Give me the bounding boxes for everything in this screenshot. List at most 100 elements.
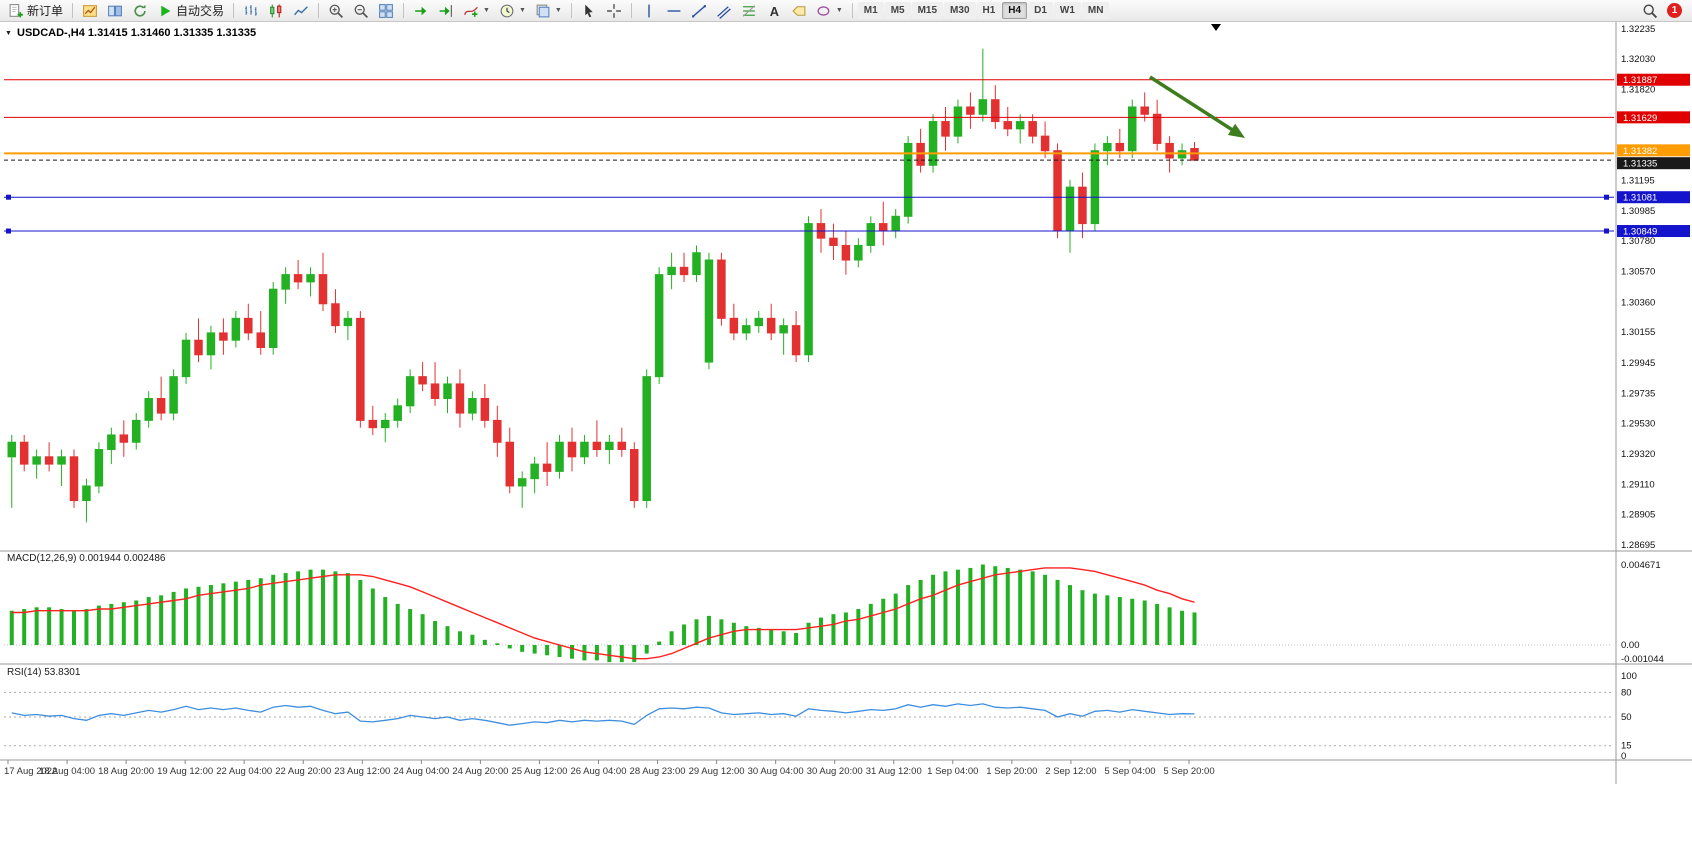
timeframe-m5[interactable]: M5 xyxy=(884,2,911,19)
toolbar-separator xyxy=(851,3,853,18)
shapes-tool-button[interactable]: ▼ xyxy=(812,1,847,20)
candlestick-chart-button[interactable] xyxy=(264,1,288,20)
fibonacci-tool-button[interactable] xyxy=(737,1,761,20)
line-chart-button[interactable] xyxy=(289,1,313,20)
tile-windows-button[interactable] xyxy=(374,1,398,20)
templates-button[interactable]: ▼ xyxy=(531,1,566,20)
timeframe-m1[interactable]: M1 xyxy=(857,2,884,19)
macd-histogram-bar xyxy=(358,579,363,645)
vertical-line-tool-button[interactable] xyxy=(637,1,661,20)
candle-body xyxy=(244,317,253,334)
zoom-out-icon xyxy=(354,4,369,18)
horizontal-line-tool-button[interactable] xyxy=(662,1,686,20)
text-label-tool-button[interactable] xyxy=(787,1,811,20)
candle-body xyxy=(181,339,191,378)
candle-body xyxy=(493,419,502,443)
macd-histogram-bar xyxy=(719,619,724,645)
price-axis-label: 1.31195 xyxy=(1621,176,1655,187)
one-click-trading-toggle[interactable]: ▼ xyxy=(5,30,12,37)
macd-histogram-bar xyxy=(134,600,139,645)
time-axis-label: 2 Sep 12:00 xyxy=(1045,766,1096,777)
crosshair-button[interactable] xyxy=(602,1,626,20)
macd-histogram-bar xyxy=(84,609,89,645)
new-order-button[interactable]: 新订单 xyxy=(4,1,67,20)
candle-body xyxy=(941,121,950,137)
candle-body xyxy=(107,434,116,451)
chart-shift-marker[interactable] xyxy=(1211,24,1221,31)
autoscroll-button[interactable] xyxy=(409,1,433,20)
line-chart-icon xyxy=(294,5,308,15)
candle-body xyxy=(144,398,153,421)
candle-body xyxy=(854,244,863,261)
macd-histogram-bar xyxy=(271,574,276,645)
trend-arrow-head[interactable] xyxy=(1227,123,1245,138)
macd-histogram-bar xyxy=(333,571,338,645)
bar-chart-button[interactable] xyxy=(239,1,263,20)
timeframe-h4[interactable]: H4 xyxy=(1002,2,1028,19)
profiles-button[interactable] xyxy=(103,1,127,20)
toolbar-separator xyxy=(318,3,320,18)
candle-body xyxy=(44,456,54,465)
cursor-button[interactable] xyxy=(577,1,601,20)
new-order-icon xyxy=(9,3,23,17)
channel-tool-button[interactable] xyxy=(712,1,736,20)
macd-histogram-bar xyxy=(819,617,823,645)
candle-body xyxy=(219,332,228,341)
chart-canvas[interactable]: 1.32235 1.32030 1.31820 1.31195 1.30985 1.307… xyxy=(0,22,1692,846)
line-handle[interactable] xyxy=(1604,228,1609,234)
timeframe-mn[interactable]: MN xyxy=(1081,2,1110,19)
macd-histogram-bar xyxy=(731,622,736,645)
zoom-in-button[interactable] xyxy=(324,1,348,20)
time-axis-label: 30 Aug 20:00 xyxy=(807,766,863,777)
macd-histogram-bar xyxy=(457,631,462,645)
line-handle[interactable] xyxy=(6,194,11,200)
timeframe-m15[interactable]: M15 xyxy=(911,2,944,19)
candle-body xyxy=(517,478,527,487)
line-handle[interactable] xyxy=(6,228,11,234)
macd-histogram-bar xyxy=(955,569,960,645)
macd-histogram-bar xyxy=(171,591,176,645)
timeframe-h1[interactable]: H1 xyxy=(976,2,1002,19)
zoom-in-icon xyxy=(329,4,344,18)
macd-histogram-bar xyxy=(594,645,599,661)
timeframe-m30[interactable]: M30 xyxy=(944,2,976,19)
macd-histogram-bar xyxy=(1142,600,1147,645)
macd-histogram-bar xyxy=(72,610,76,645)
indicators-button[interactable]: ▼ xyxy=(459,1,494,20)
toolbar-separator xyxy=(570,3,572,18)
trend-arrow-line[interactable] xyxy=(1149,75,1236,133)
trendline-tool-button[interactable] xyxy=(687,1,711,20)
refresh-button[interactable] xyxy=(128,1,152,20)
macd-histogram-bar xyxy=(482,639,487,645)
chart-shift-button[interactable] xyxy=(434,1,458,20)
notification-badge[interactable]: 1 xyxy=(1667,3,1682,18)
time-axis-label: 31 Aug 12:00 xyxy=(866,766,922,777)
candle-body xyxy=(1053,150,1062,232)
candle-body xyxy=(1177,150,1187,159)
autotrading-button[interactable]: 自动交易 xyxy=(153,1,228,20)
macd-histogram-bar xyxy=(582,645,587,661)
candle-body xyxy=(268,288,278,348)
zoom-out-button[interactable] xyxy=(349,1,373,20)
macd-histogram-bar xyxy=(1080,590,1085,645)
timeframe-w1[interactable]: W1 xyxy=(1053,2,1081,19)
candle-body xyxy=(19,441,29,465)
candle-body xyxy=(704,259,714,363)
periods-button[interactable]: ▼ xyxy=(495,1,530,20)
search-button[interactable] xyxy=(1638,1,1662,20)
macd-histogram-bar xyxy=(1167,607,1172,645)
candle-body xyxy=(206,332,216,356)
macd-histogram-bar xyxy=(794,633,799,645)
macd-histogram-bar xyxy=(1068,585,1072,645)
macd-histogram-bar xyxy=(1092,593,1097,645)
candle-body xyxy=(194,339,203,356)
text-tool-button[interactable]: A xyxy=(762,1,786,20)
macd-axis-label: -0.001044 xyxy=(1621,654,1664,665)
timeframe-d1[interactable]: D1 xyxy=(1028,2,1053,19)
candle-body xyxy=(281,274,290,290)
candle-body xyxy=(1040,135,1050,152)
macd-histogram-bar xyxy=(1180,610,1185,645)
line-handle[interactable] xyxy=(1604,194,1609,200)
macd-histogram-bar xyxy=(445,626,450,645)
new-chart-button[interactable] xyxy=(78,1,102,20)
